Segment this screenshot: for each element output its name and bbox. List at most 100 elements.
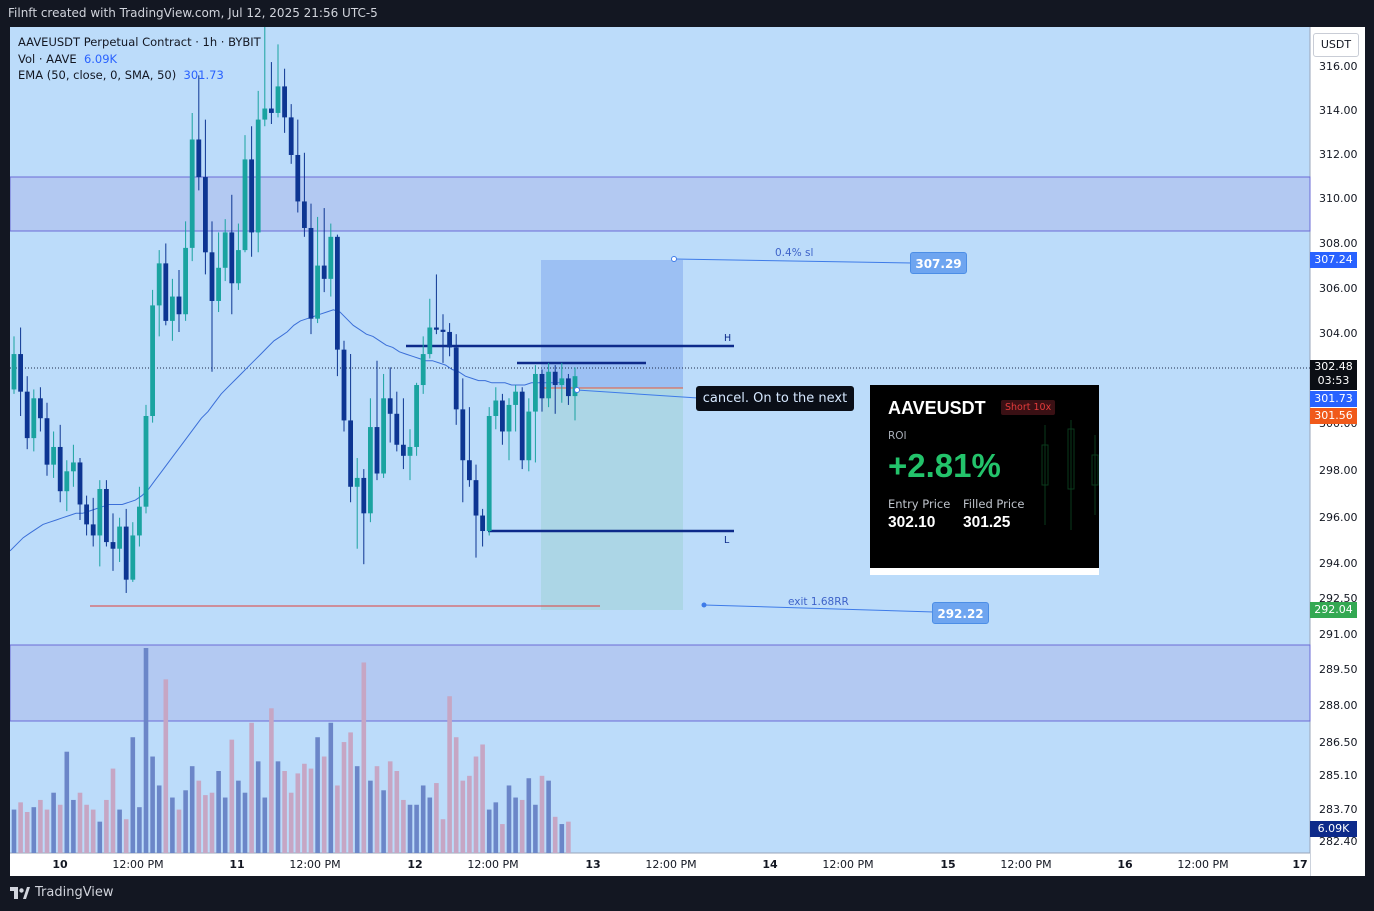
take-profit-handle	[701, 602, 707, 608]
volume-bar	[387, 761, 393, 853]
volume-bar	[341, 742, 347, 853]
resistance-zone	[10, 176, 1311, 232]
y-tick-label: 298.00	[1319, 464, 1358, 477]
volume-bar	[559, 824, 565, 853]
volume-bar	[31, 807, 37, 853]
volume-bar	[18, 802, 23, 853]
volume-bar	[196, 780, 202, 853]
candle-body	[533, 373, 538, 412]
card-bottom-strip	[870, 568, 1099, 575]
y-tick-label: 285.10	[1319, 769, 1358, 782]
candle-body	[546, 371, 551, 399]
candle-body	[97, 488, 103, 536]
candle-body	[341, 349, 347, 421]
candle-body	[222, 232, 228, 268]
x-tick-label: 16	[1117, 858, 1133, 871]
y-tick-label: 292.50	[1319, 592, 1358, 605]
card-badge: Short 10x	[1001, 400, 1056, 415]
x-tick-label: 12:00 PM	[822, 858, 873, 871]
stop-loss-label[interactable]: 307.29	[910, 252, 967, 274]
stop-loss-connector	[673, 258, 913, 264]
countdown-value: 03:53	[1317, 374, 1350, 387]
last-price-tag: 302.48 03:53	[1310, 360, 1357, 390]
candle-body	[269, 108, 274, 113]
footer: TradingView	[0, 876, 1374, 911]
x-tick-label: 12:00 PM	[112, 858, 163, 871]
x-tick-label: 10	[52, 858, 68, 871]
volume-bar	[348, 732, 353, 853]
candle-body	[196, 139, 202, 178]
volume-bar	[374, 766, 380, 853]
y-tick-label: 283.70	[1319, 803, 1358, 816]
volume-bar	[315, 737, 320, 853]
card-entry-value: 302.10	[888, 514, 936, 531]
candle-body	[189, 139, 195, 248]
volume-bar	[77, 792, 83, 853]
volume-bar	[361, 662, 367, 853]
candle-body	[480, 515, 485, 532]
volume-bar	[170, 797, 175, 853]
y-tick-label: 308.00	[1319, 237, 1358, 250]
legend-volume: Vol · AAVE 6.09K	[18, 51, 261, 68]
volume-zone	[10, 644, 1311, 722]
x-tick-label: 15	[940, 858, 955, 871]
volume-bar	[123, 819, 129, 853]
stop-loss-price-tag: 307.24	[1310, 252, 1357, 268]
volume-bar	[236, 780, 241, 853]
tradingview-logo[interactable]: TradingView	[10, 885, 114, 900]
volume-bar	[64, 751, 70, 853]
chart-legend: AAVEUSDT Perpetual Contract · 1h · BYBIT…	[18, 34, 261, 84]
cancel-note[interactable]: cancel. On to the next	[696, 386, 854, 411]
candle-body	[18, 354, 23, 392]
volume-bar	[519, 799, 525, 853]
y-tick-label: 306.00	[1319, 282, 1358, 295]
volume-bar	[229, 739, 235, 853]
volume-bar	[427, 797, 433, 853]
x-tick-label: 12:00 PM	[1000, 858, 1051, 871]
currency-button[interactable]: USDT	[1313, 33, 1359, 57]
note-connector	[576, 389, 699, 399]
candle-body	[262, 108, 268, 120]
take-profit-text: exit 1.68RR	[788, 596, 849, 608]
candle-body	[84, 504, 89, 525]
volume-bar	[440, 819, 446, 853]
volume-bar	[51, 792, 56, 853]
price-chart[interactable]: 0.4% sl exit 1.68RR H L 316.00 314.00 312.00 31…	[10, 27, 1365, 876]
stop-loss-zone	[541, 260, 683, 388]
volume-bar	[401, 799, 406, 853]
candle-body	[71, 462, 76, 472]
candle-body	[401, 444, 406, 456]
candle-body	[414, 385, 419, 447]
take-profit-label[interactable]: 292.22	[932, 602, 989, 624]
legend-symbol: AAVEUSDT Perpetual Contract · 1h · BYBIT	[18, 35, 261, 49]
volume-bar	[275, 761, 281, 853]
candle-body	[38, 398, 43, 419]
volume-bar	[57, 804, 63, 853]
volume-bar	[526, 778, 532, 853]
volume-bar	[460, 780, 466, 853]
candle-body	[44, 418, 50, 465]
volume-bar	[262, 797, 268, 853]
x-tick-label: 12:00 PM	[1177, 858, 1228, 871]
volume-bar	[480, 744, 485, 853]
candle-body	[308, 227, 314, 319]
volume-bar	[513, 797, 518, 853]
volume-bar	[24, 812, 30, 853]
candle-body	[447, 331, 452, 348]
candle-body	[24, 391, 30, 439]
candle-body	[519, 391, 525, 461]
card-filled-label: Filled Price	[963, 497, 1025, 511]
candle-body	[77, 462, 83, 505]
volume-bar	[420, 785, 426, 853]
y-tick-label: 282.40	[1319, 835, 1358, 848]
volume-bar	[189, 766, 195, 853]
volume-bar	[473, 756, 479, 853]
volume-bar	[500, 824, 505, 853]
note-handle	[574, 387, 580, 393]
candle-body	[209, 252, 215, 301]
volume-bar	[552, 816, 558, 853]
volume-bar	[130, 737, 136, 853]
chart-area[interactable]: 0.4% sl exit 1.68RR H L 316.00 314.00 312.00 31…	[10, 27, 1365, 876]
candle-body	[104, 488, 109, 543]
candle-body	[11, 354, 17, 390]
